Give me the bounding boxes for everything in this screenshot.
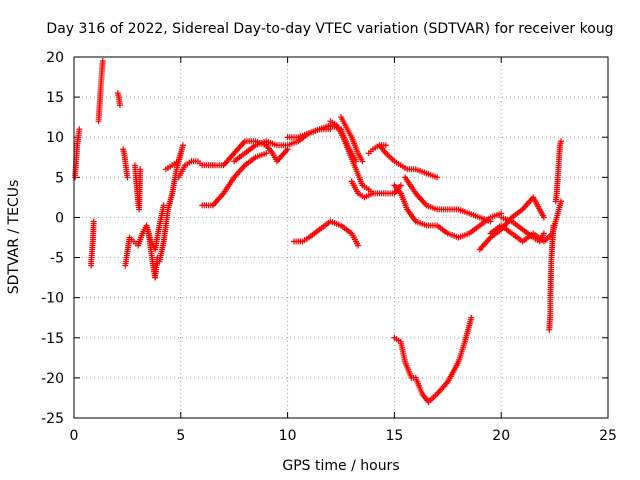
x-axis-label: GPS time / hours: [282, 458, 399, 474]
data-point: [359, 158, 366, 165]
data-point: [137, 166, 144, 173]
data-point: [124, 174, 131, 181]
data-points: [72, 58, 565, 405]
data-point: [382, 142, 389, 149]
data-point: [116, 102, 123, 109]
x-tick-label: 20: [492, 428, 510, 444]
data-point: [558, 198, 565, 205]
y-tick-label: 20: [46, 50, 64, 66]
data-point: [76, 126, 83, 133]
y-tick-label: -10: [41, 291, 64, 307]
data-point: [397, 182, 404, 189]
y-tick-label: -25: [41, 411, 64, 427]
y-axis-label: SDTVAR / TECUs: [6, 180, 22, 295]
y-tick-label: -15: [41, 331, 64, 347]
y-tick-label: 5: [55, 170, 64, 186]
data-point: [263, 150, 270, 157]
data-point: [540, 230, 547, 237]
data-point: [99, 58, 106, 65]
y-tick-label: -5: [50, 251, 64, 267]
plot-frame: [73, 56, 609, 419]
y-tick-label: 15: [46, 90, 64, 106]
data-point: [434, 174, 441, 181]
y-tick-labels: -25 -20 -15 -10 -5 0 5 10 15 20: [41, 50, 64, 427]
data-point: [160, 202, 167, 209]
data-point: [550, 222, 557, 229]
x-tick-label: 15: [385, 428, 403, 444]
data-point: [90, 218, 97, 225]
x-tick-label: 0: [70, 428, 79, 444]
data-point: [468, 314, 475, 321]
x-tick-labels: 0 5 10 15 20 25: [70, 428, 617, 444]
data-point: [487, 218, 494, 225]
y-tick-label: 10: [46, 130, 64, 146]
x-tick-label: 25: [599, 428, 617, 444]
data-point: [558, 138, 565, 145]
data-point: [355, 242, 362, 249]
data-point: [540, 214, 547, 221]
x-tick-label: 10: [279, 428, 297, 444]
y-tick-label: -20: [41, 371, 64, 387]
x-tick-label: 5: [176, 428, 185, 444]
y-tick-label: 0: [55, 210, 64, 226]
chart-title: Day 316 of 2022, Sidereal Day-to-day VTE…: [46, 21, 613, 37]
data-point: [179, 142, 186, 149]
